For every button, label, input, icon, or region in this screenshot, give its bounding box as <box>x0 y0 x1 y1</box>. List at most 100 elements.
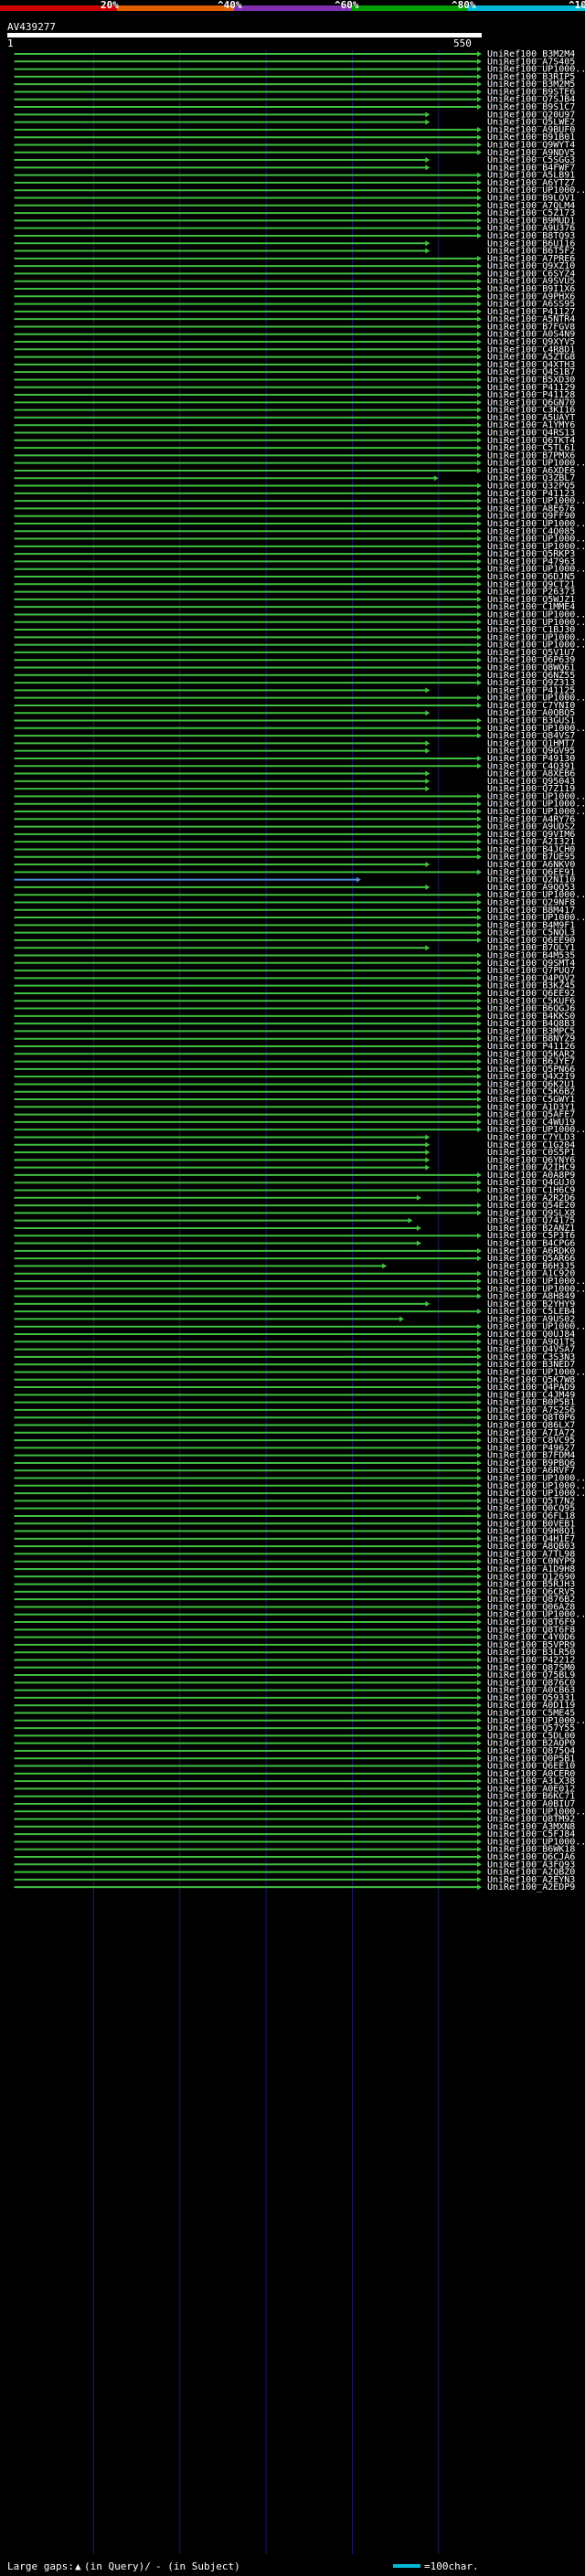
hit-arrow <box>425 770 431 777</box>
hit-label: UniRef100_A8QB03 <box>487 1542 575 1552</box>
hit-label: UniRef100_Q1HMT7 <box>487 738 575 748</box>
hit-label: UniRef100_A9SVU5 <box>487 277 575 287</box>
hit-arrow <box>477 1558 482 1564</box>
axis-end-label: 550 <box>453 37 472 49</box>
hit-label: UniRef100_Q9H8Q1 <box>487 1527 575 1537</box>
hit-arrow <box>477 1498 482 1504</box>
hit-label: UniRef100_A0BIU7 <box>487 1799 575 1809</box>
hit-arrow <box>477 482 482 489</box>
hit-arrow <box>477 369 482 376</box>
hit-arrow <box>477 210 482 217</box>
hit-arrow <box>477 1468 482 1474</box>
legend-caret-icon: ▲ <box>75 2560 81 2572</box>
hit-label: UniRef100_P41128 <box>487 390 575 400</box>
hit-arrow <box>477 1384 482 1391</box>
hit-arrow <box>477 490 482 496</box>
hit-arrow <box>477 1604 482 1610</box>
hit-label: UniRef100_Q74175 <box>487 1216 575 1226</box>
hit-label: UniRef100_B3M2M4 <box>487 49 575 59</box>
hit-arrow <box>477 1051 482 1057</box>
hit-label: UniRef100_UP1000... <box>487 641 585 651</box>
hit-arrow <box>425 1150 431 1156</box>
hit-label: UniRef100_B8TQ93 <box>487 231 575 241</box>
hit-label: UniRef100_A6SS95 <box>487 300 575 310</box>
hit-label: UniRef100_Q9SLX8 <box>487 1208 575 1218</box>
hit-arrow <box>477 270 482 277</box>
hit-arrow <box>477 376 482 383</box>
hit-arrow <box>477 839 482 845</box>
hit-label: UniRef100_A7IA72 <box>487 1428 575 1438</box>
hit-arrow <box>477 149 482 155</box>
hit-arrow <box>477 1634 482 1640</box>
hit-label: UniRef100_Q5LWE2 <box>487 118 575 128</box>
hit-label: UniRef100_B2YHY9 <box>487 1299 575 1309</box>
hit-label: UniRef100_Q9XZ10 <box>487 261 575 271</box>
hit-arrow <box>477 1346 482 1352</box>
hit-arrow <box>477 498 482 504</box>
hit-arrow <box>477 1331 482 1338</box>
hit-label: UniRef100_Q6TKT4 <box>487 436 575 446</box>
hit-arrow <box>399 1316 405 1322</box>
hit-arrow <box>477 937 482 943</box>
hit-arrow <box>477 619 482 625</box>
hit-label: UniRef100_C5KUF6 <box>487 996 575 1006</box>
hit-arrow <box>477 1210 482 1216</box>
hit-label: UniRef100_A9BUF0 <box>487 125 575 135</box>
hit-label: UniRef100_Q6EE90 <box>487 936 575 946</box>
hit-label: UniRef100_A9Q1T5 <box>487 1337 575 1347</box>
hit-arrow <box>477 255 482 261</box>
hit-arrow <box>477 73 482 80</box>
hit-label: UniRef100_B6JYE7 <box>487 1057 575 1067</box>
hit-arrow <box>477 1074 482 1080</box>
hit-label: UniRef100_A9QQ53 <box>487 883 575 893</box>
legend-gaps-text: Large gaps: <box>7 2560 74 2572</box>
hit-arrow <box>477 1747 482 1754</box>
hit-label: UniRef100_C3KI16 <box>487 406 575 416</box>
hit-label: UniRef100_Q4VSA7 <box>487 1345 575 1355</box>
hit-arrow <box>477 664 482 671</box>
hit-label: UniRef100_C5GWY1 <box>487 1095 575 1105</box>
hit-label: UniRef100_UP1000... <box>487 65 585 75</box>
hit-label: UniRef100_UP1000... <box>487 618 585 628</box>
hit-label: UniRef100_Q4S1B7 <box>487 367 575 377</box>
hit-label: UniRef100_Q6YNY6 <box>487 1155 575 1165</box>
hit-arrow <box>477 1588 482 1595</box>
hit-arrow <box>477 520 482 526</box>
hit-label: UniRef100_A6YTZ7 <box>487 178 575 188</box>
hit-arrow <box>477 672 482 678</box>
hit-label: UniRef100_B5XD30 <box>487 375 575 385</box>
hit-arrow <box>477 604 482 610</box>
hit-label: UniRef100_UP1000... <box>487 890 585 900</box>
hit-label: UniRef100_P41123 <box>487 489 575 499</box>
hit-arrow <box>477 278 482 284</box>
hit-label: UniRef100_Q8T0P6 <box>487 1413 575 1423</box>
hit-arrow <box>477 1770 482 1776</box>
hit-label: UniRef100_C1BJ30 <box>487 625 575 635</box>
hit-arrow <box>477 1058 482 1065</box>
hit-arrow <box>477 906 482 913</box>
hit-arrow <box>477 134 482 141</box>
hit-label: UniRef100_A9U376 <box>487 224 575 234</box>
hit-label: UniRef100_Q5V1U7 <box>487 648 575 658</box>
percent-label: ^80% <box>452 0 476 11</box>
hit-label: UniRef100_UP1000... <box>487 1125 585 1135</box>
legend-scale-swatch <box>393 2564 420 2568</box>
hit-label: UniRef100_Q9XYV5 <box>487 337 575 347</box>
hit-label: UniRef100_A3MXN8 <box>487 1822 575 1832</box>
hit-arrow <box>477 717 482 724</box>
hit-arrow <box>477 1293 482 1299</box>
hit-label: UniRef100_Q29NF8 <box>487 897 575 907</box>
percent-label: 20% <box>101 0 119 11</box>
hit-label: UniRef100_A0S4N9 <box>487 330 575 340</box>
hit-label: UniRef100_B2ANZ1 <box>487 1224 575 1234</box>
hit-arrow <box>425 687 431 694</box>
hit-label: UniRef100_UP1000... <box>487 791 585 801</box>
hit-arrow <box>477 800 482 807</box>
hit-label: UniRef100_B4CPG6 <box>487 1239 575 1249</box>
hit-label: UniRef100_Q4X2I9 <box>487 1072 575 1082</box>
hit-label: UniRef100_UP1000... <box>487 1716 585 1726</box>
hit-label: UniRef100_UP1000... <box>487 632 585 642</box>
hit-label: UniRef100_A2I321 <box>487 837 575 847</box>
hit-arrow <box>477 1619 482 1626</box>
